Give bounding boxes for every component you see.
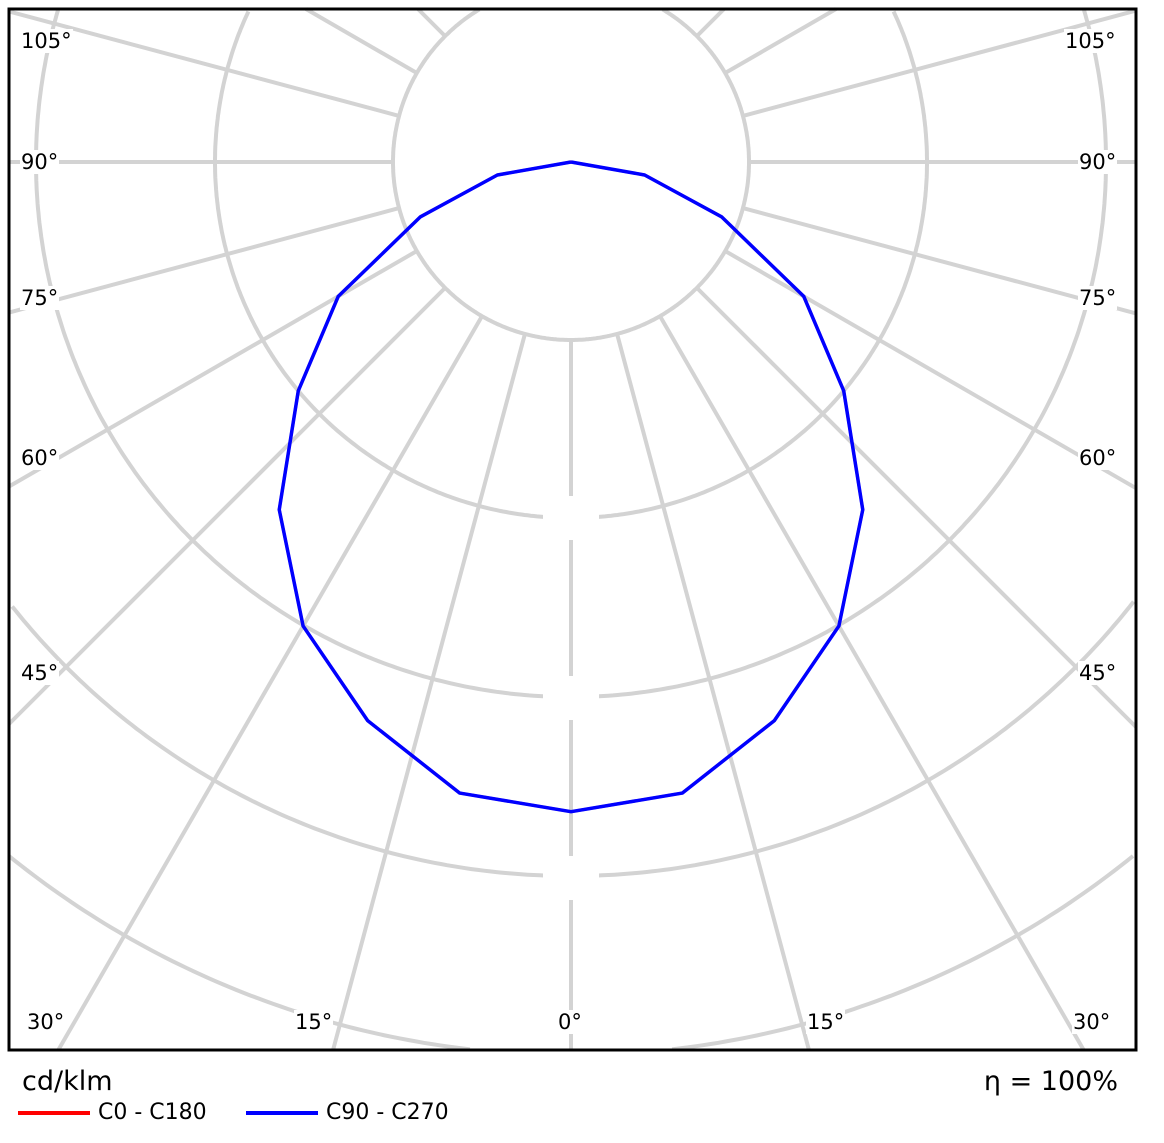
unit-label: cd/klm bbox=[22, 1066, 113, 1097]
legend-swatch-red bbox=[18, 1110, 90, 1115]
legend-item-c0-c180: C0 - C180 bbox=[18, 1100, 207, 1125]
angle-label-left-45: 45° bbox=[20, 661, 60, 685]
grid-spoke bbox=[724, 249, 1138, 490]
legend-swatch-blue bbox=[246, 1110, 318, 1115]
legend-item-c90-c270: C90 - C270 bbox=[246, 1100, 449, 1125]
grid-spoke bbox=[742, 8, 1137, 118]
grid-spoke bbox=[8, 206, 400, 315]
angle-label-left-30: 30° bbox=[26, 1010, 66, 1034]
ring-label-gap bbox=[543, 676, 599, 720]
grid-spoke bbox=[742, 206, 1137, 316]
grid-spoke bbox=[331, 333, 527, 1051]
grid-spoke bbox=[8, 9, 400, 118]
angle-label-bottom-15-left: 15° bbox=[294, 1010, 334, 1034]
grid-ring bbox=[7, 854, 1135, 1052]
angle-label-left-90: 90° bbox=[20, 150, 60, 174]
grid-spoke bbox=[658, 315, 1086, 1051]
angle-label-bottom-0: 0° bbox=[557, 1010, 583, 1034]
grid-spoke bbox=[304, 7, 418, 75]
chart-frame bbox=[7, 7, 1138, 1052]
legend-label: C90 - C270 bbox=[326, 1100, 449, 1125]
grid-ring bbox=[10, 600, 1136, 878]
angle-label-right-105: 105° bbox=[1064, 29, 1117, 53]
grid-spoke bbox=[695, 7, 726, 38]
grid-spoke bbox=[724, 7, 838, 75]
grid bbox=[7, 7, 1138, 1052]
grid-spoke bbox=[56, 315, 484, 1052]
angle-label-right-45: 45° bbox=[1078, 661, 1118, 685]
angle-label-left-75: 75° bbox=[20, 286, 60, 310]
angle-label-left-105: 105° bbox=[20, 29, 73, 53]
series-curve-c90-c270 bbox=[277, 160, 865, 814]
ring-label-gap bbox=[543, 856, 599, 900]
angle-label-right-75: 75° bbox=[1078, 286, 1118, 310]
angle-label-left-60: 60° bbox=[20, 446, 60, 470]
legend-label: C0 - C180 bbox=[98, 1100, 207, 1125]
grid-ring bbox=[391, 7, 751, 342]
angle-label-right-30: 30° bbox=[1072, 1010, 1112, 1034]
grid-spoke bbox=[7, 249, 418, 489]
angle-label-right-90: 90° bbox=[1078, 150, 1118, 174]
grid-ring bbox=[213, 10, 929, 520]
angle-label-right-60: 60° bbox=[1078, 446, 1118, 470]
ring-label-gap bbox=[543, 496, 599, 540]
grid-spoke bbox=[7, 286, 447, 726]
grid-spoke bbox=[695, 286, 1138, 729]
angle-label-bottom-15-right: 15° bbox=[806, 1010, 846, 1034]
grid-spoke bbox=[615, 333, 811, 1051]
grid-spoke bbox=[416, 7, 447, 38]
efficiency-label: η = 100% bbox=[983, 1066, 1118, 1097]
